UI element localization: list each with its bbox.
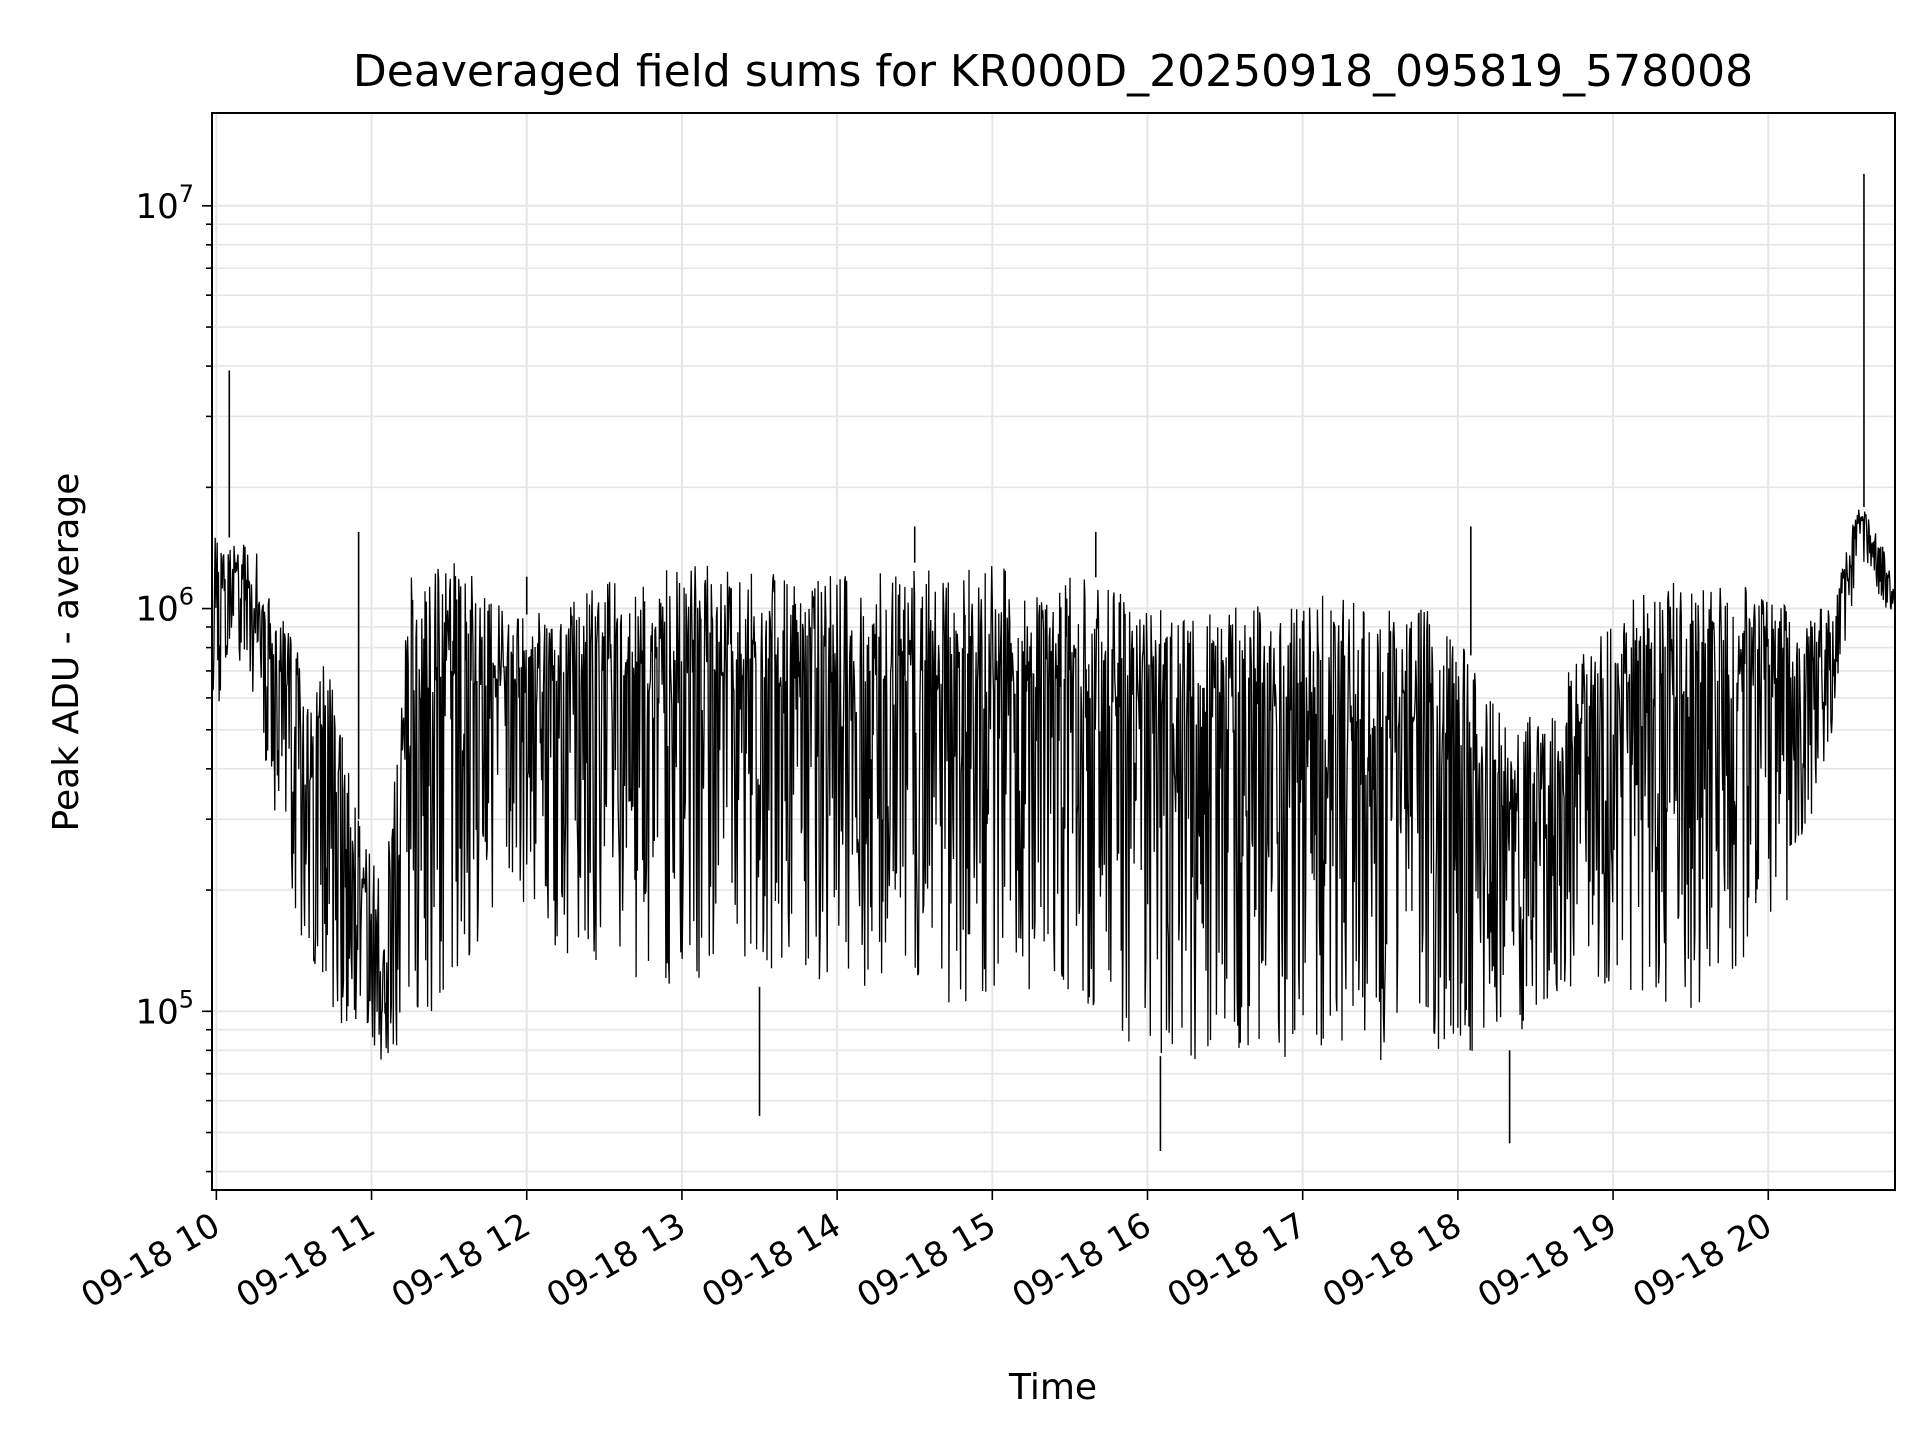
- x-tick-label: 09-18 13: [540, 1205, 692, 1316]
- x-tick-label: 09-18 20: [1626, 1205, 1778, 1316]
- y-tick-label: 106: [135, 583, 194, 630]
- x-tick-label: 09-18 14: [695, 1205, 847, 1316]
- x-tick-label: 09-18 11: [230, 1205, 382, 1316]
- x-tick-label: 09-18 16: [1006, 1205, 1158, 1316]
- x-tick-label: 09-18 10: [74, 1205, 226, 1316]
- x-axis: 09-18 10 09-18 11 09-18 12 09-18 13 09-18 14…: [74, 1190, 1779, 1316]
- plot-frame: [211, 112, 1896, 1191]
- y-axis-label: Peak ADU - average: [46, 473, 87, 832]
- x-tick-label: 09-18 12: [385, 1205, 537, 1316]
- chart-title: Deaveraged field sums for KR000D_2025091…: [353, 46, 1753, 97]
- x-tick-label: 09-18 19: [1471, 1205, 1623, 1316]
- y-axis: 105 106 107: [135, 180, 212, 1173]
- y-tick-label: 105: [135, 985, 194, 1032]
- x-tick-label: 09-18 17: [1161, 1205, 1313, 1316]
- series-line: [211, 509, 1896, 1061]
- x-tick-label: 09-18 18: [1316, 1205, 1468, 1316]
- x-tick-label: 09-18 15: [850, 1205, 1002, 1316]
- y-tick-label: 107: [135, 180, 194, 227]
- plot-area: [211, 173, 1896, 1151]
- x-axis-label: Time: [1008, 1367, 1097, 1408]
